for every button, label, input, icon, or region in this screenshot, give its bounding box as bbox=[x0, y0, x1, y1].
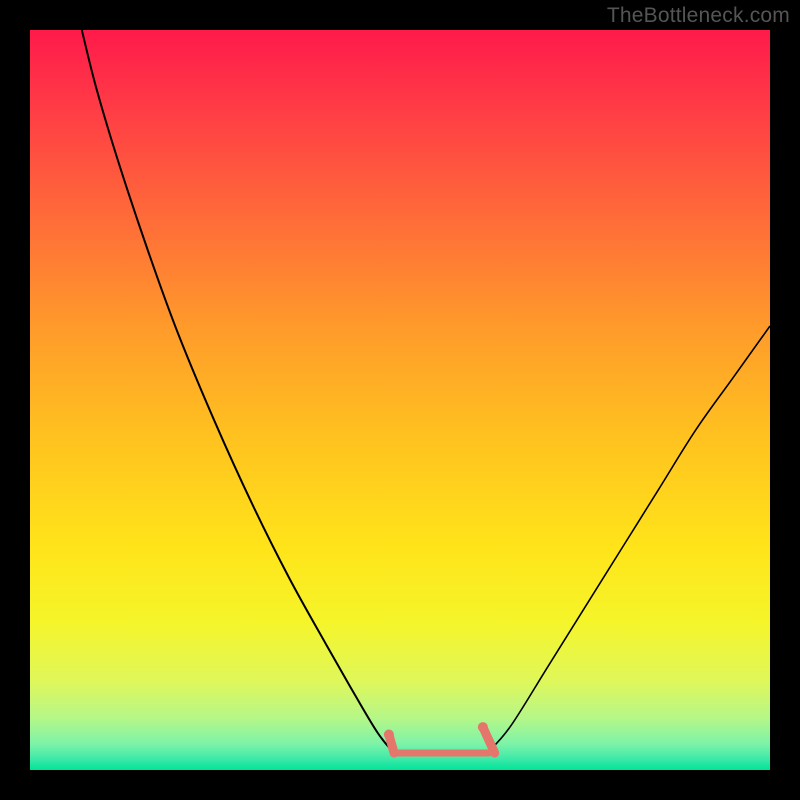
bottleneck-chart bbox=[30, 30, 770, 770]
watermark-text: TheBottleneck.com bbox=[607, 4, 790, 28]
chart-frame: TheBottleneck.com bbox=[0, 0, 800, 800]
chart-background bbox=[30, 30, 770, 770]
